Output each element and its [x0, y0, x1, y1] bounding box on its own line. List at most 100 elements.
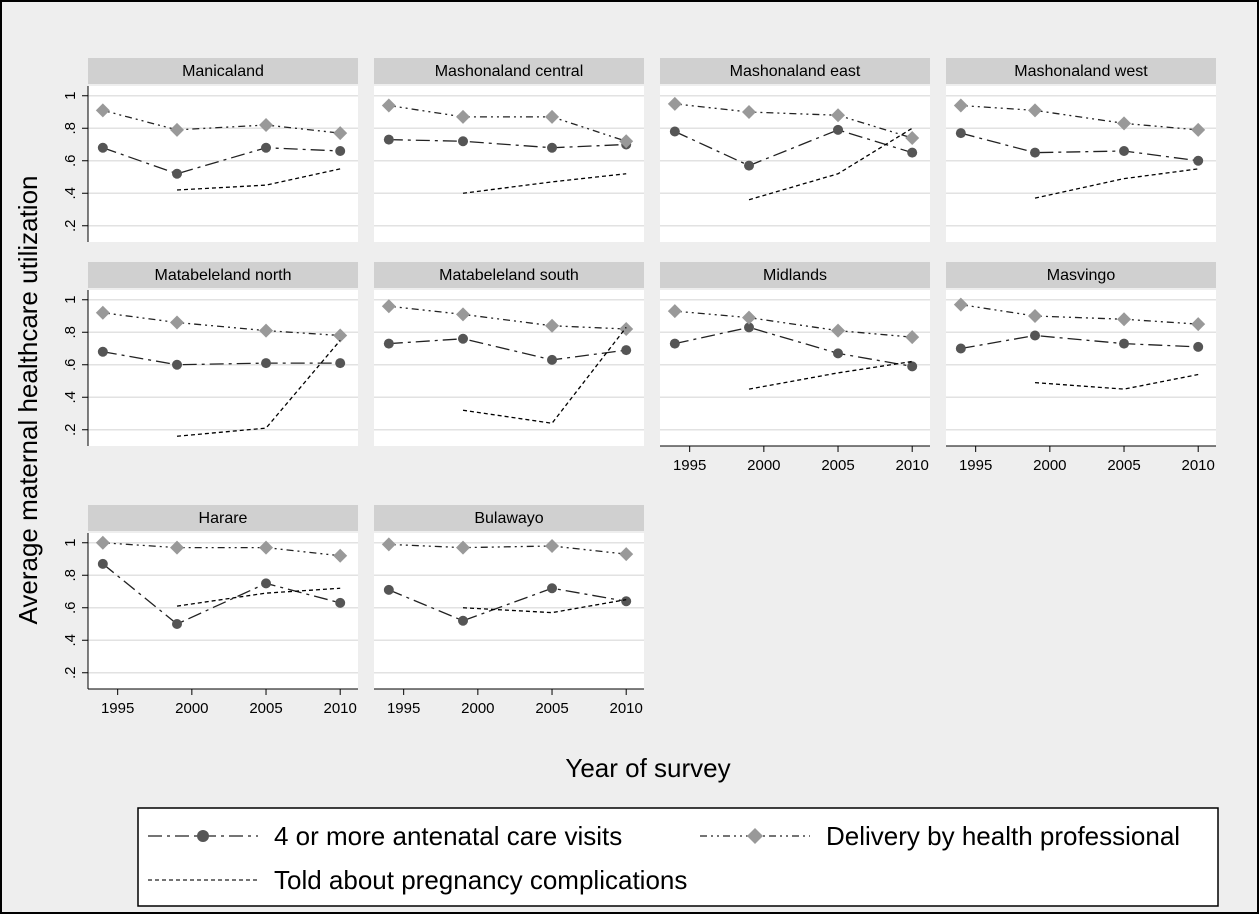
marker	[259, 323, 274, 338]
y-tick-label: .2	[62, 423, 79, 436]
x-tick-label: 2010	[324, 700, 357, 717]
series-line	[102, 351, 341, 366]
x-tick-label: 2005	[249, 700, 282, 717]
marker	[335, 358, 346, 369]
series-line	[388, 543, 627, 555]
marker	[259, 540, 274, 555]
y-tick-label: .8	[62, 326, 79, 339]
marker	[456, 307, 471, 322]
strip	[660, 262, 930, 288]
y-tick-label: 1	[62, 92, 79, 100]
marker	[1119, 338, 1130, 349]
series-line	[674, 103, 913, 139]
marker	[1191, 317, 1206, 332]
marker	[547, 354, 558, 365]
marker	[335, 597, 346, 608]
y-tick-label: .6	[62, 601, 79, 614]
marker	[547, 142, 558, 153]
legend	[137, 807, 1219, 907]
x-tick-label: 1995	[387, 700, 420, 717]
y-tick-label: .4	[62, 391, 79, 404]
marker	[95, 535, 110, 550]
series-line	[1034, 373, 1199, 390]
panel-title: Mashonaland west	[1014, 63, 1148, 80]
marker	[261, 578, 272, 589]
series-line	[176, 339, 341, 437]
x-axis-label: Year of survey	[565, 753, 730, 783]
marker	[955, 343, 966, 354]
x-tick-label: 2010	[896, 457, 929, 474]
marker	[259, 118, 274, 132]
marker	[831, 323, 846, 338]
x-tick-label: 2000	[175, 700, 208, 717]
plot-area	[946, 290, 1216, 446]
marker	[97, 346, 108, 357]
marker	[905, 131, 920, 145]
series-line	[462, 326, 627, 424]
series-line	[102, 109, 341, 134]
marker	[669, 338, 680, 349]
marker	[744, 160, 755, 171]
marker	[95, 103, 110, 118]
marker	[383, 584, 394, 595]
marker	[1119, 146, 1130, 156]
marker	[170, 315, 185, 330]
strip	[660, 58, 930, 84]
marker	[667, 96, 682, 111]
y-tick-label: .6	[62, 358, 79, 371]
series-line	[388, 138, 627, 149]
x-tick-label: 2005	[1107, 457, 1140, 474]
series-line	[748, 127, 913, 201]
y-tick-label: .4	[62, 187, 79, 200]
series-line	[176, 587, 341, 607]
legend-label: Delivery by health professional	[826, 821, 1180, 851]
series-line	[748, 360, 913, 390]
y-axis-label: Average maternal healthcare utilization	[13, 175, 43, 624]
plot-area	[374, 533, 644, 689]
series-line	[388, 305, 627, 330]
y-tick-label: .4	[62, 634, 79, 647]
marker	[333, 548, 348, 563]
y-tick-label: 1	[62, 296, 79, 304]
panel-title: Manicaland	[182, 63, 264, 80]
marker	[953, 98, 968, 113]
series-line	[960, 104, 1199, 131]
marker	[172, 619, 183, 629]
series-line	[176, 168, 341, 191]
series-line	[462, 598, 627, 614]
marker	[458, 136, 469, 147]
y-tick-label: .8	[62, 122, 79, 135]
panel-title: Bulawayo	[474, 510, 543, 527]
series-line	[102, 563, 341, 625]
series-line	[102, 147, 341, 175]
marker	[170, 122, 185, 137]
panel-title: Matabeleland north	[155, 267, 292, 284]
series-line	[462, 173, 627, 194]
marker	[383, 338, 394, 349]
panel-title: Mashonaland east	[730, 63, 861, 80]
series-line	[960, 303, 1199, 325]
marker	[1117, 116, 1132, 131]
strip	[374, 505, 644, 531]
marker	[742, 105, 757, 119]
series-line	[674, 129, 913, 167]
marker	[669, 126, 680, 137]
marker	[831, 108, 846, 123]
strip	[88, 262, 358, 288]
y-tick-label: .6	[62, 154, 79, 167]
y-tick-label: .2	[62, 219, 79, 232]
series-line	[674, 310, 913, 338]
panel-title: Masvingo	[1047, 267, 1116, 284]
plot-area	[88, 290, 358, 446]
marker	[172, 168, 183, 179]
series-line	[388, 338, 627, 361]
series-line	[102, 542, 341, 557]
plot-area	[946, 86, 1216, 242]
strip	[374, 58, 644, 84]
x-tick-label: 2010	[610, 700, 643, 717]
marker	[261, 142, 272, 153]
marker	[833, 348, 844, 359]
marker	[381, 98, 396, 113]
y-tick-label: .8	[62, 569, 79, 582]
x-tick-label: 2005	[821, 457, 854, 474]
